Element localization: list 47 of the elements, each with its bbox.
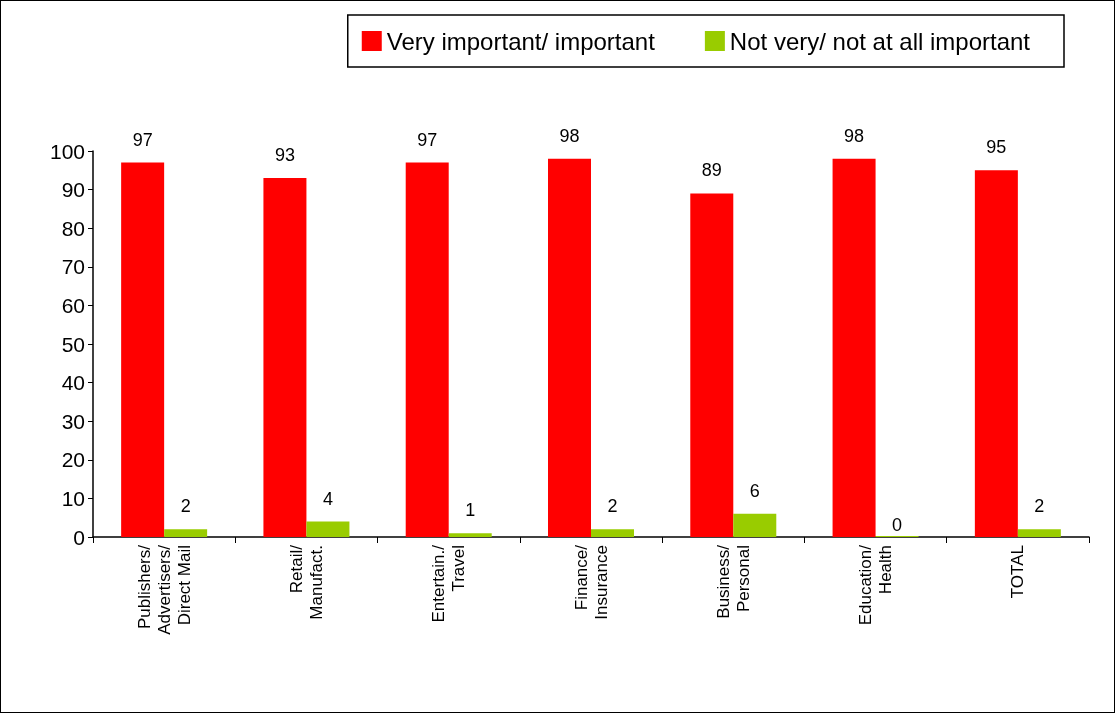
data-label: 89 (701, 160, 722, 181)
y-tick-label: 60 (61, 293, 85, 317)
x-tick-label: Business/ Personal (713, 544, 753, 619)
x-tick-label: Publishers/ Advertisers/ Direct Mail (134, 544, 194, 635)
y-tick-label: 0 (73, 525, 85, 549)
x-tick-label: Finance/ Insurance (571, 544, 611, 620)
data-label: 98 (844, 125, 865, 146)
bar (263, 178, 307, 537)
y-tick-label: 80 (61, 216, 85, 240)
data-label: 95 (986, 137, 1007, 158)
data-label: 93 (274, 145, 295, 166)
bar (832, 158, 876, 537)
data-label: 98 (559, 125, 580, 146)
x-tick-label: Entertain./ Travel (429, 544, 469, 623)
legend-label: Not very/ not at all important (729, 27, 1031, 55)
y-tick-label: 20 (61, 448, 85, 472)
bar (548, 158, 591, 537)
x-tick-label: Education/ Health (856, 544, 896, 626)
bar (1017, 529, 1061, 537)
data-label: 97 (417, 129, 438, 150)
bar (306, 521, 350, 537)
y-tick-label: 90 (61, 178, 85, 202)
data-label: 4 (322, 488, 333, 509)
data-label: 1 (465, 500, 476, 521)
y-tick-label: 30 (61, 409, 85, 433)
bar (164, 529, 208, 537)
bar (591, 529, 634, 537)
y-tick-label: 100 (49, 139, 85, 163)
bar (448, 533, 492, 537)
bar (121, 162, 165, 537)
data-label: 2 (607, 496, 618, 517)
y-tick-label: 70 (61, 255, 85, 279)
data-label: 2 (1034, 496, 1045, 517)
bar (690, 193, 734, 537)
x-tick-label: TOTAL (1008, 545, 1028, 599)
data-label: 6 (749, 480, 760, 501)
bar (974, 170, 1018, 537)
bar (733, 513, 777, 537)
legend-label: Very important/ important (386, 27, 656, 55)
y-tick-label: 10 (61, 486, 85, 510)
data-label: 97 (132, 129, 153, 150)
y-tick-label: 50 (61, 332, 85, 356)
x-tick-label: Retail/ Manufact. (286, 544, 326, 620)
bar (405, 162, 449, 537)
data-label: 0 (892, 515, 903, 535)
data-label: 2 (180, 496, 191, 517)
y-tick-label: 40 (61, 371, 85, 395)
